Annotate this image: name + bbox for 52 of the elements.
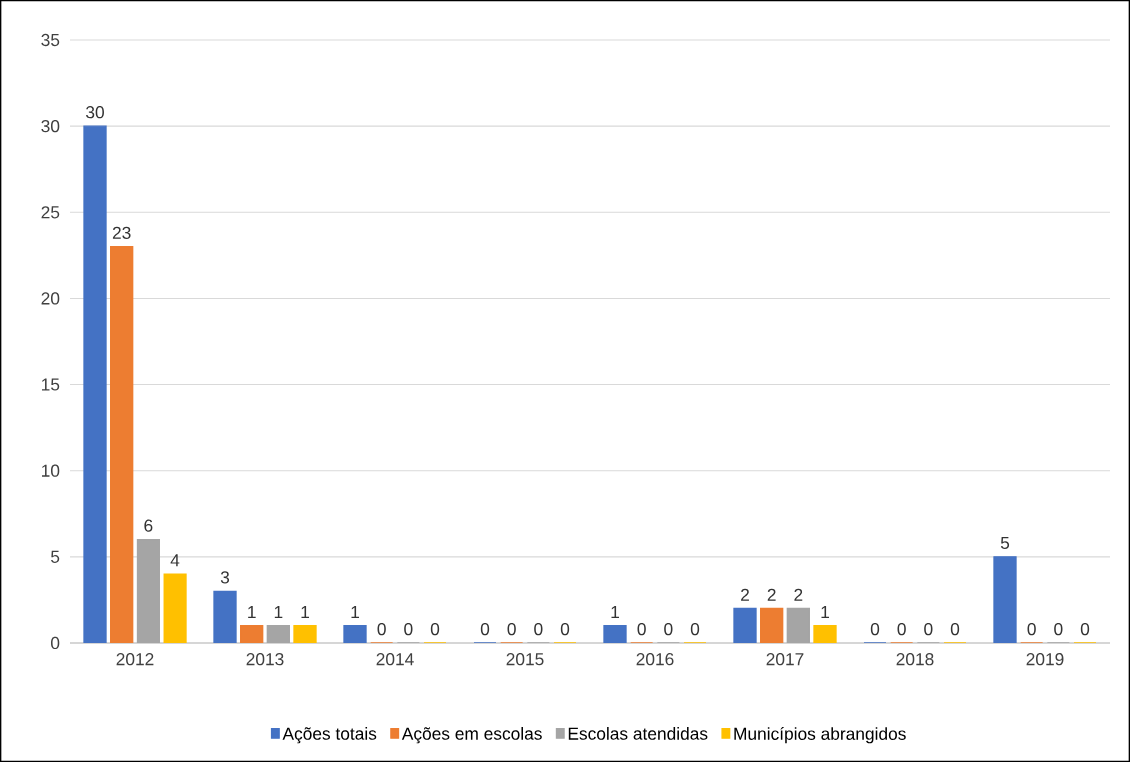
data-label: 0 bbox=[664, 622, 673, 636]
legend-label: Ações totais bbox=[282, 727, 377, 744]
x-tick-label: 2017 bbox=[766, 653, 804, 666]
x-tick-label: 2015 bbox=[506, 653, 544, 666]
data-label: 0 bbox=[1080, 622, 1090, 636]
data-label: 1 bbox=[301, 606, 309, 618]
y-tick-label: 15 bbox=[42, 378, 60, 391]
data-label: 0 bbox=[404, 622, 413, 636]
x-tick-label: 2012 bbox=[116, 653, 154, 666]
data-label: 1 bbox=[351, 606, 359, 618]
data-label: 30 bbox=[86, 106, 104, 119]
data-label: 0 bbox=[480, 622, 490, 636]
legend-label: Escolas atendidas bbox=[568, 727, 708, 740]
data-label: 0 bbox=[1027, 622, 1036, 636]
data-label: 0 bbox=[924, 622, 933, 636]
x-tick-label: 2013 bbox=[246, 653, 284, 666]
data-label: 2 bbox=[767, 588, 776, 601]
data-label: 1 bbox=[248, 606, 256, 618]
data-label: 0 bbox=[560, 622, 570, 636]
data-label: 4 bbox=[170, 554, 180, 567]
data-label: 2 bbox=[794, 588, 803, 601]
data-label: 0 bbox=[1054, 622, 1063, 636]
data-label: 0 bbox=[377, 622, 386, 636]
y-tick-label: 25 bbox=[41, 206, 60, 219]
y-tick-label: 0 bbox=[50, 636, 60, 650]
data-label: 0 bbox=[897, 622, 906, 636]
data-label: 5 bbox=[1000, 536, 1010, 550]
data-label: 0 bbox=[870, 622, 880, 636]
data-label: 0 bbox=[534, 622, 543, 636]
data-label: 2 bbox=[741, 588, 749, 601]
data-label: 1 bbox=[611, 606, 619, 618]
data-label: 1 bbox=[274, 606, 283, 618]
data-label: 0 bbox=[430, 622, 440, 636]
y-tick-label: 5 bbox=[51, 550, 60, 563]
x-tick-label: 2019 bbox=[1026, 653, 1064, 666]
data-label: 1 bbox=[821, 606, 829, 618]
x-tick-label: 2016 bbox=[636, 653, 674, 666]
data-label: 0 bbox=[507, 622, 516, 636]
data-label: 6 bbox=[144, 519, 153, 532]
x-tick-label: 2018 bbox=[896, 653, 934, 666]
data-label: 0 bbox=[690, 622, 700, 636]
y-tick-label: 10 bbox=[42, 464, 60, 477]
data-label: 0 bbox=[637, 622, 646, 636]
y-tick-label: 35 bbox=[41, 33, 60, 47]
legend-label: Ações em escolas bbox=[401, 727, 542, 744]
y-tick-label: 20 bbox=[41, 292, 60, 305]
data-label: 3 bbox=[220, 571, 230, 584]
x-tick-label: 2014 bbox=[376, 653, 414, 666]
y-tick-label: 30 bbox=[41, 119, 60, 133]
data-label: 23 bbox=[112, 226, 131, 239]
legend-label: Municípios abrangidos bbox=[734, 726, 906, 744]
data-label: 0 bbox=[950, 622, 960, 636]
